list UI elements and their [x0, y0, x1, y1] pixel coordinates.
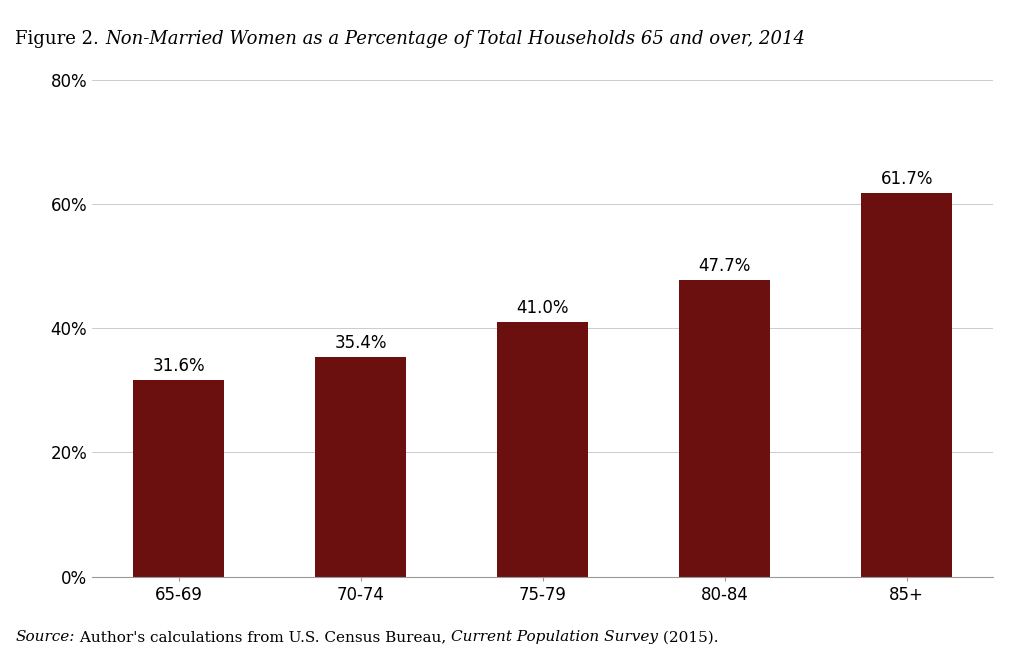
Text: 41.0%: 41.0% — [516, 299, 569, 317]
Text: Figure 2.: Figure 2. — [15, 30, 105, 48]
Text: 61.7%: 61.7% — [881, 170, 933, 188]
Text: Author's calculations from U.S. Census Bureau,: Author's calculations from U.S. Census B… — [75, 631, 451, 644]
Text: (2015).: (2015). — [657, 631, 719, 644]
Bar — [498, 322, 588, 577]
Text: Current Population Survey: Current Population Survey — [451, 631, 657, 644]
Text: 31.6%: 31.6% — [153, 357, 205, 375]
Bar — [861, 194, 952, 577]
Text: 35.4%: 35.4% — [335, 333, 387, 352]
Bar — [133, 381, 224, 577]
Bar — [679, 280, 770, 577]
Text: Non-Married Women as a Percentage of Total Households 65 and over, 2014: Non-Married Women as a Percentage of Tot… — [105, 30, 805, 48]
Text: 47.7%: 47.7% — [698, 257, 751, 275]
Bar — [315, 357, 407, 577]
Text: Source:: Source: — [15, 631, 75, 644]
